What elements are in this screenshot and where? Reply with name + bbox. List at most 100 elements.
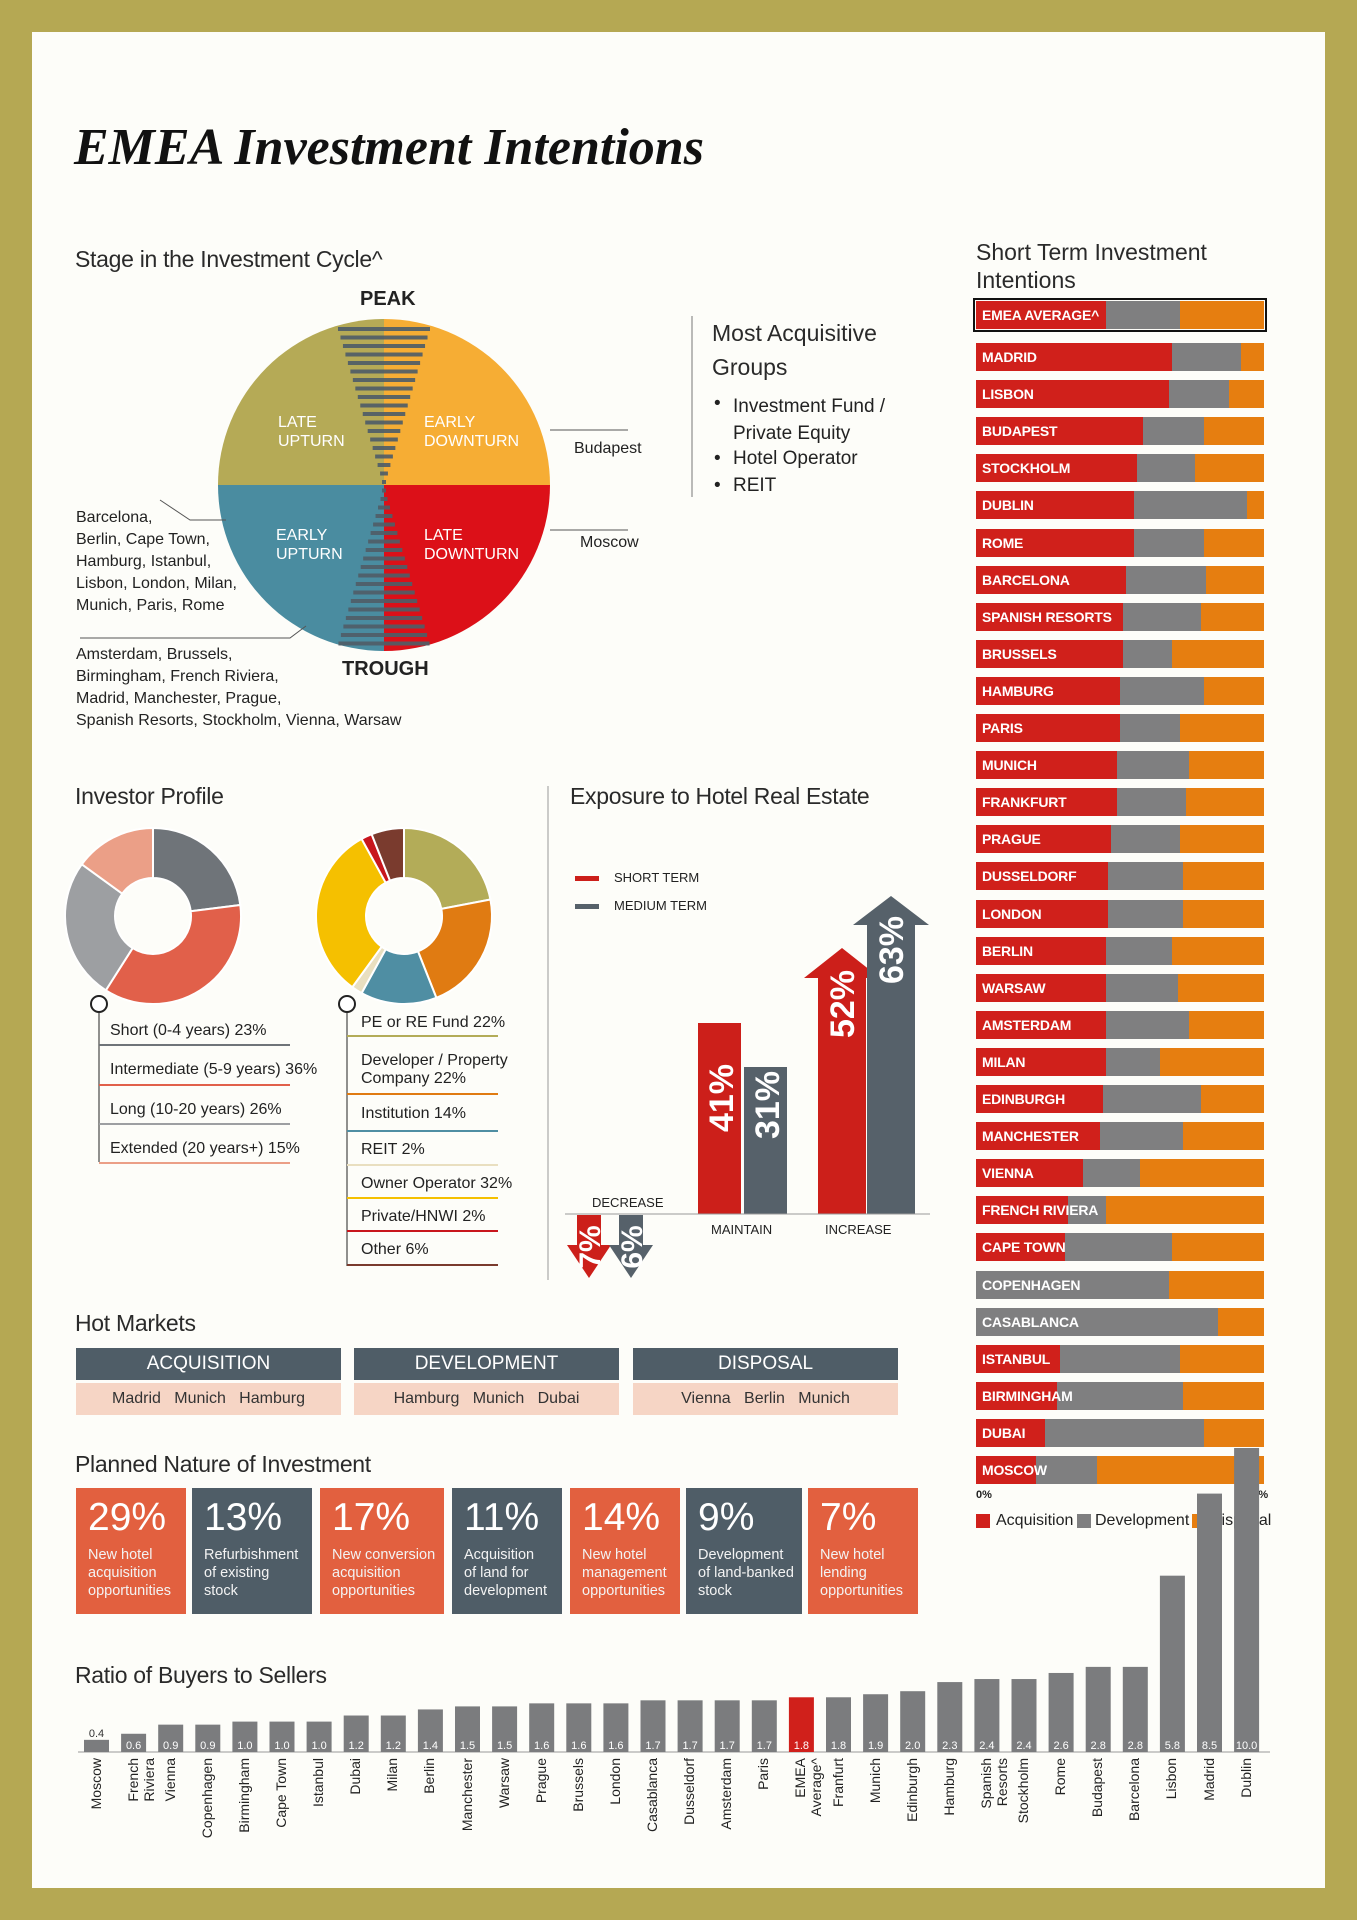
legend-acquisition-label: Acquisition xyxy=(996,1512,1074,1529)
short-term-segment-acquisition xyxy=(976,1010,1106,1039)
short-term-segment-development xyxy=(1117,788,1187,817)
ratio-city-label: Hamburg xyxy=(940,1758,957,1816)
short-term-segment-acquisition xyxy=(976,343,1172,371)
short-term-axis-min: 0% xyxy=(976,1489,992,1501)
ratio-bar xyxy=(1085,1666,1111,1752)
ratio-city-label: Dusseldorf xyxy=(681,1758,698,1825)
short-term-segment-disposal xyxy=(1186,788,1264,817)
short-term-city-label: SPANISH RESORTS xyxy=(982,608,1112,625)
short-term-segment-development xyxy=(1134,528,1204,557)
ratio-value-label: 10.0 xyxy=(1236,1740,1257,1752)
ratio-city-label: London xyxy=(606,1758,623,1805)
callout-group-early-upturn: Barcelona, Berlin, Cape Town, Hamburg, I… xyxy=(76,509,237,614)
ratio-city-label: Barcelona xyxy=(1126,1758,1143,1822)
planned-percent: 7% xyxy=(820,1496,877,1539)
decrease-medium-value: 6% xyxy=(616,1225,649,1268)
ratio-city-label: Edinburgh xyxy=(903,1758,920,1822)
short-term-segment-disposal xyxy=(1203,1418,1264,1447)
short-term-segment-acquisition xyxy=(976,602,1123,631)
short-term-segment-development xyxy=(1105,1047,1161,1076)
early-upturn-label: EARLY UPTURN xyxy=(276,527,343,563)
ratio-bar xyxy=(492,1706,518,1752)
short-term-segment-disposal xyxy=(1203,528,1264,557)
short-term-row: DUSSELDORF xyxy=(976,862,1264,891)
short-term-row: COPENHAGEN xyxy=(976,1270,1264,1299)
ratio-value-label: 2.8 xyxy=(1128,1740,1143,1752)
short-term-segment-development xyxy=(976,1270,1169,1299)
short-term-row: HAMBURG xyxy=(976,676,1264,705)
short-term-city-label: CASABLANCA xyxy=(982,1313,1079,1330)
short-term-segment-acquisition xyxy=(976,973,1106,1002)
investor-profile-donuts xyxy=(64,826,498,1266)
ratio-value-label: 1.6 xyxy=(608,1740,623,1752)
ratio-city-label: Spanish Resorts xyxy=(977,1758,1010,1809)
short-term-segment-development xyxy=(1059,1344,1181,1373)
ratio-value-label: 1.5 xyxy=(497,1740,512,1752)
callout-group-late-upturn: Amsterdam, Brussels, Birmingham, French … xyxy=(76,646,402,729)
legend-short-swatch xyxy=(575,876,599,881)
short-term-city-label: LISBON xyxy=(982,386,1034,403)
ratio-bar xyxy=(1159,1575,1185,1752)
ratio-value-label: 1.7 xyxy=(645,1740,660,1752)
ratio-value-label: 2.4 xyxy=(1016,1740,1031,1752)
ratio-value-label: 2.0 xyxy=(905,1740,920,1752)
ratio-value-label: 0.4 xyxy=(89,1728,104,1740)
short-term-segment-development xyxy=(1125,565,1207,594)
early-upturn-quadrant xyxy=(218,485,384,651)
short-term-segment-disposal xyxy=(1183,899,1264,928)
short-term-segment-acquisition xyxy=(976,676,1120,705)
short-term-segment-development xyxy=(1105,1010,1190,1039)
investment-cycle-wheel xyxy=(80,316,693,651)
ratio-city-label: Birmingham xyxy=(235,1758,252,1833)
donut-segment xyxy=(80,826,154,896)
short-term-segment-development xyxy=(1105,973,1178,1002)
late-downturn-label: LATE DOWNTURN xyxy=(424,527,520,563)
short-term-segment-acquisition xyxy=(976,565,1126,594)
short-term-city-label: PRAGUE xyxy=(982,831,1041,848)
ratio-bar xyxy=(974,1679,1000,1752)
short-term-row: EDINBURGH xyxy=(976,1085,1264,1113)
planned-percent: 11% xyxy=(464,1496,540,1539)
short-term-city-label: HAMBURG xyxy=(982,682,1054,699)
short-term-segment-development xyxy=(1168,380,1230,409)
planned-heading: Planned Nature of Investment xyxy=(75,1451,371,1477)
maintain-short-bar xyxy=(698,1023,741,1214)
acquisitive-item: Investment Fund / Private Equity xyxy=(733,396,886,444)
planned-description: Refurbishment of existing stock xyxy=(204,1547,299,1599)
ratio-city-label: Istanbul xyxy=(310,1758,327,1808)
ratio-bar xyxy=(937,1682,963,1752)
short-term-segment-acquisition xyxy=(976,936,1106,965)
planned-box: 29% New hotel acquisition opportunities xyxy=(76,1488,186,1614)
short-term-segment-development xyxy=(1143,417,1204,446)
short-term-row: MILAN xyxy=(976,1047,1264,1076)
ratio-value-label: 2.4 xyxy=(979,1740,994,1752)
investor-profile-heading: Investor Profile xyxy=(75,783,224,809)
ratio-city-label: Rome xyxy=(1052,1758,1069,1796)
short-term-row: DUBAI xyxy=(976,1418,1264,1447)
exposure-chart: 41% 31% 52% 63% 7% 6% xyxy=(547,786,930,1280)
ratio-bar xyxy=(343,1715,369,1752)
short-term-city-label: BARCELONA xyxy=(982,571,1070,588)
decrease-short-arrow xyxy=(567,1215,611,1278)
short-term-row: MADRID xyxy=(976,343,1264,371)
ratio-bar xyxy=(84,1739,109,1752)
short-term-segment-acquisition xyxy=(976,1122,1100,1151)
ratio-value-label: 1.8 xyxy=(831,1740,846,1752)
type-legend-item: PE or RE Fund 22% xyxy=(361,1014,506,1031)
planned-description: New hotel acquisition opportunities xyxy=(88,1547,172,1599)
planned-box: 7% New hotel lending opportunities xyxy=(808,1488,918,1614)
ratio-bar xyxy=(677,1700,703,1752)
short-term-segment-development xyxy=(1065,1233,1172,1262)
ratio-bar xyxy=(455,1706,480,1752)
short-term-segment-disposal xyxy=(1189,1010,1264,1039)
short-term-city-label: BIRMINGHAM xyxy=(982,1387,1073,1404)
maintain-short-value: 41% xyxy=(703,1064,741,1132)
holding-period-donut xyxy=(64,826,242,1005)
late-upturn-label: LATE UPTURN xyxy=(278,414,345,450)
short-term-city-label: VIENNA xyxy=(982,1165,1034,1182)
short-term-row: MUNICH xyxy=(976,751,1264,780)
planned-percent: 13% xyxy=(204,1496,283,1539)
ratio-city-label: Manchester xyxy=(458,1758,475,1832)
donut-segment xyxy=(403,826,492,911)
